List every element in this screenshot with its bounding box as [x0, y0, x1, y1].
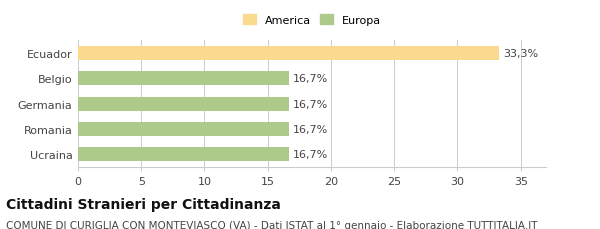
Bar	[78, 123, 289, 136]
Text: Cittadini Stranieri per Cittadinanza: Cittadini Stranieri per Cittadinanza	[6, 197, 281, 211]
Text: 16,7%: 16,7%	[293, 74, 328, 84]
Text: 16,7%: 16,7%	[293, 99, 328, 109]
Bar	[78, 72, 289, 86]
Text: COMUNE DI CURIGLIA CON MONTEVIASCO (VA) - Dati ISTAT al 1° gennaio - Elaborazion: COMUNE DI CURIGLIA CON MONTEVIASCO (VA) …	[6, 220, 538, 229]
Bar	[78, 97, 289, 111]
Text: 16,7%: 16,7%	[293, 124, 328, 134]
Text: 16,7%: 16,7%	[293, 150, 328, 160]
Bar	[78, 148, 289, 161]
Legend: America, Europa: America, Europa	[243, 15, 381, 26]
Bar	[78, 47, 499, 61]
Text: 33,3%: 33,3%	[503, 49, 538, 59]
